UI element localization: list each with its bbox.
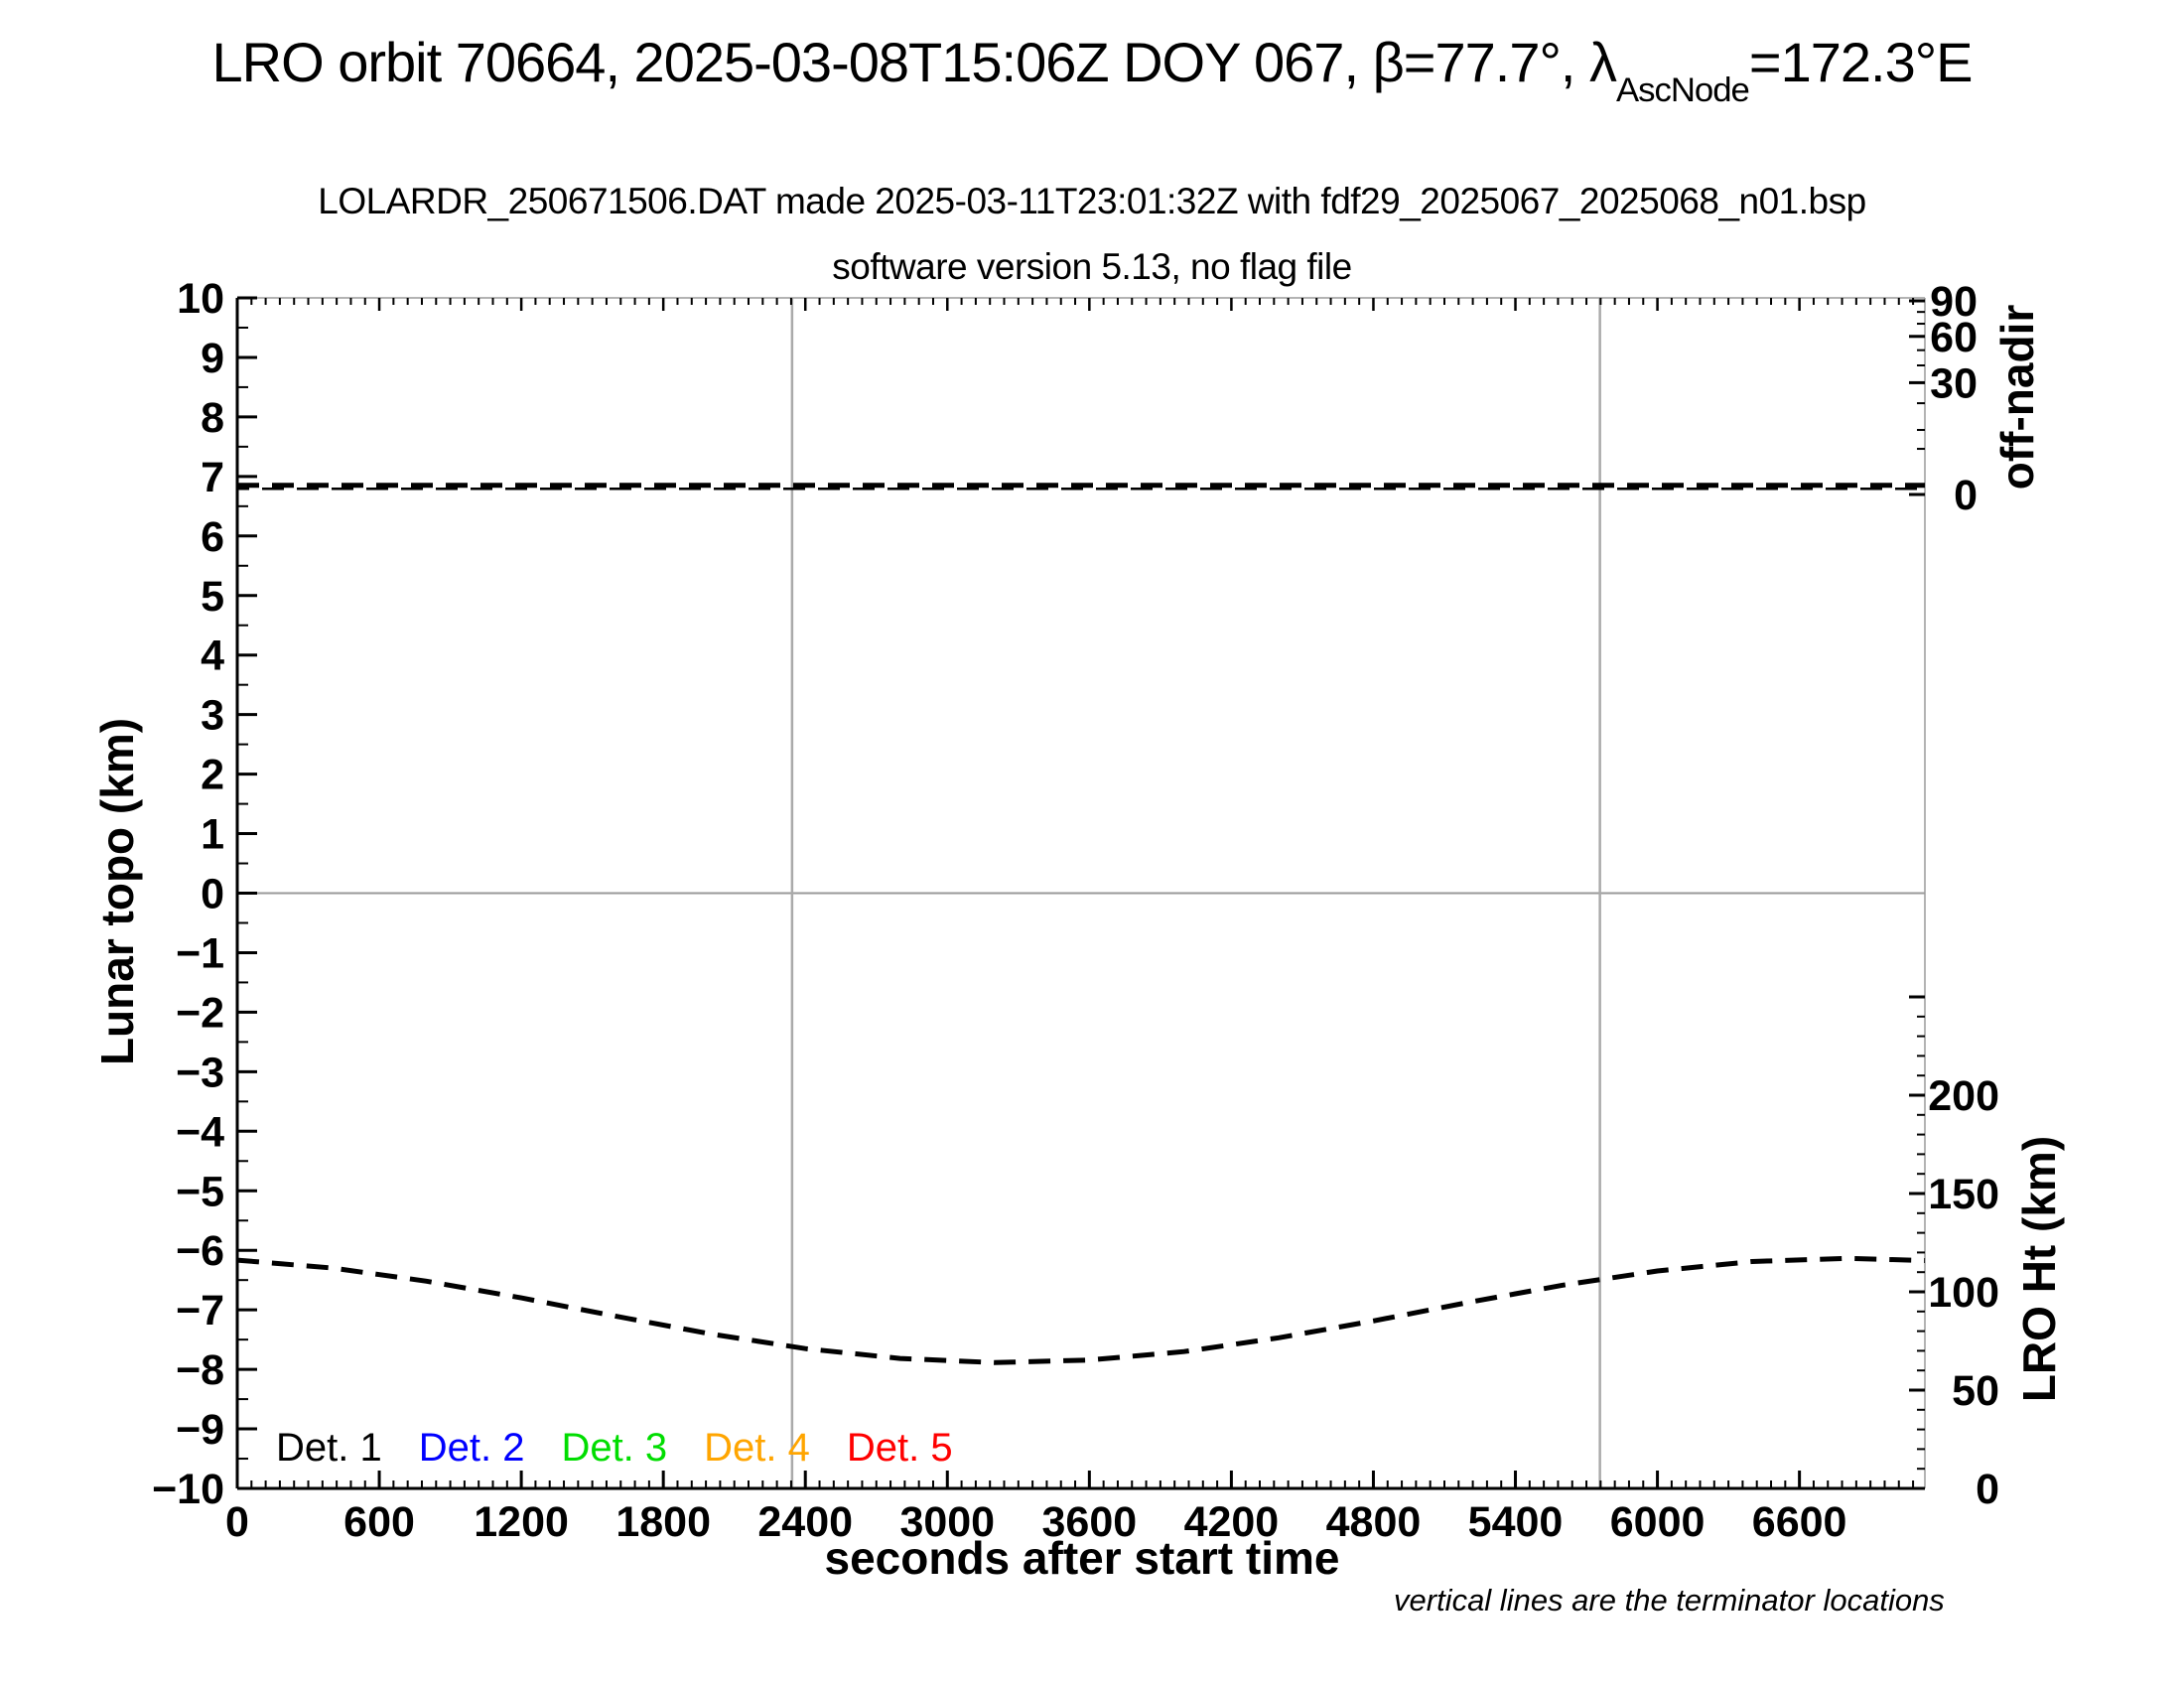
x-tick-label: 600: [343, 1498, 415, 1546]
y-left-tick-label: 4: [201, 633, 224, 680]
x-tick-label: 6000: [1610, 1498, 1706, 1546]
lro-ht-tick-label: 150: [1928, 1171, 1999, 1218]
title-subscript: AscNode: [1615, 70, 1750, 109]
legend-item: Det. 3: [561, 1426, 668, 1470]
off-nadir-tick-label: 0: [1954, 472, 1978, 519]
y-left-tick-label: 3: [201, 692, 224, 740]
legend-item: Det. 4: [704, 1426, 810, 1470]
x-tick-label: 6600: [1752, 1498, 1847, 1546]
title-pre: LRO orbit 70664, 2025-03-08T15:06Z DOY 0…: [211, 31, 1617, 93]
y-left-tick-label: 1: [201, 811, 224, 859]
detector-legend: Det. 1 Det. 2 Det. 3 Det. 4 Det. 5: [276, 1426, 990, 1471]
lro-ht-tick-label: 200: [1928, 1072, 1999, 1120]
lro-ht-tick-label: 50: [1952, 1367, 1999, 1415]
y-left-tick-label: −3: [176, 1049, 224, 1096]
y-left-tick-label: 9: [201, 335, 224, 382]
y-left-tick-label: −9: [176, 1406, 224, 1454]
y-left-tick-label: 2: [201, 752, 224, 799]
lro-ht-tick-label: 0: [1976, 1466, 1999, 1513]
y-left-tick-label: −7: [176, 1287, 224, 1335]
x-tick-label: 1800: [615, 1498, 711, 1546]
off-nadir-tick-label: 60: [1930, 314, 1978, 361]
legend-item: Det. 1: [276, 1426, 382, 1470]
y-left-tick-label: −2: [176, 989, 224, 1037]
off-nadir-tick-label: 30: [1930, 359, 1978, 407]
y-left-tick-label: 7: [201, 454, 224, 501]
x-tick-label: 2400: [757, 1498, 853, 1546]
x-tick-label: 0: [225, 1498, 249, 1546]
y-left-tick-label: −6: [176, 1227, 224, 1275]
off-nadir-tick-label: 90: [1930, 278, 1978, 326]
x-tick-label: 4800: [1326, 1498, 1422, 1546]
y-left-tick-label: −4: [176, 1108, 224, 1156]
y-left-tick-label: −5: [176, 1168, 224, 1215]
y-left-tick-label: 8: [201, 394, 224, 442]
y-left-tick-label: −8: [176, 1346, 224, 1394]
page-title: LRO orbit 70664, 2025-03-08T15:06Z DOY 0…: [0, 30, 2184, 109]
y-left-tick-label: −1: [176, 929, 224, 977]
y-left-tick-label: 5: [201, 573, 224, 621]
terminator-footnote: vertical lines are the terminator locati…: [1394, 1583, 1945, 1618]
y-left-tick-label: 10: [177, 275, 224, 323]
subtitle-software-version: software version 5.13, no flag file: [832, 246, 1352, 287]
x-tick-label: 4200: [1184, 1498, 1280, 1546]
legend-item: Det. 2: [418, 1426, 525, 1470]
x-tick-label: 5400: [1468, 1498, 1564, 1546]
curve-y_right_bottom: [236, 1255, 1926, 1365]
x-tick-label: 3000: [899, 1498, 995, 1546]
legend-item: Det. 5: [846, 1426, 953, 1470]
subtitle-file-info: LOLARDR_250671506.DAT made 2025-03-11T23…: [318, 181, 1866, 221]
y-left-tick-label: 0: [201, 871, 224, 918]
title-post: =172.3°E: [1748, 31, 1974, 93]
y-left-tick-label: −10: [152, 1466, 224, 1513]
lro-ht-tick-label: 100: [1928, 1269, 1999, 1317]
x-axis-title: seconds after start time: [824, 1532, 1340, 1584]
y-left-tick-label: 6: [201, 513, 224, 561]
x-tick-label: 1200: [474, 1498, 569, 1546]
x-tick-label: 3600: [1042, 1498, 1138, 1546]
